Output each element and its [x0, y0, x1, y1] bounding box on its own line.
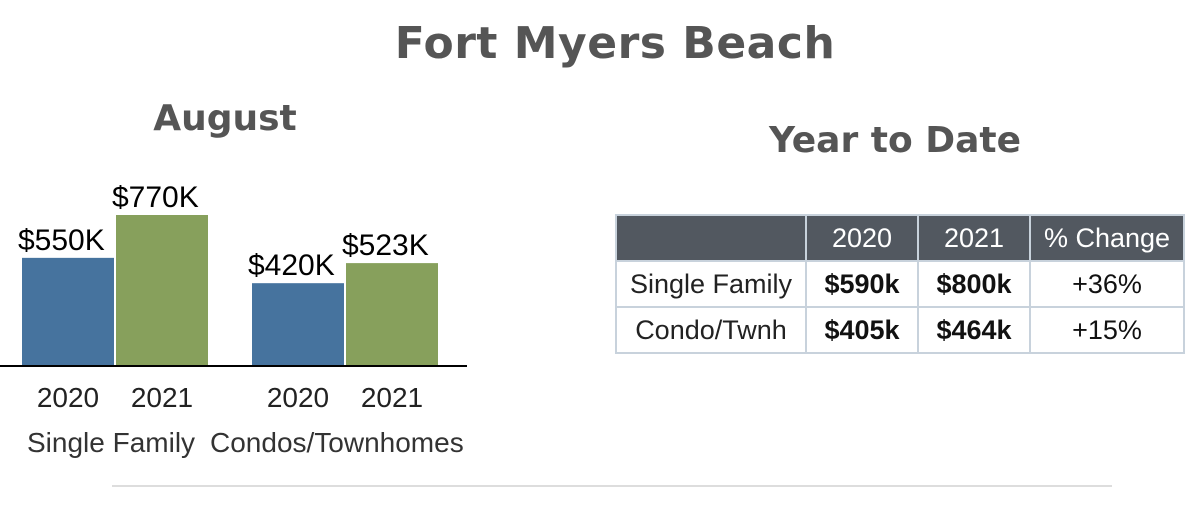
- tick-label: 2021: [361, 382, 423, 413]
- percent-change: +15%: [1029, 306, 1185, 354]
- value-2021: $800k: [917, 260, 1031, 308]
- data-label: $523K: [342, 229, 429, 262]
- bar-chart: $550K 2020 $770K 2021 $420K 2020 $523K 2021 Sing…: [0, 181, 467, 458]
- tick-label: 2020: [267, 382, 329, 413]
- table-row: Condo/Twnh $405k $464k +15%: [615, 306, 1185, 354]
- ytd-header-blank: [615, 214, 807, 262]
- ytd-header-2021: 2021: [917, 214, 1031, 262]
- bar-2020: [22, 257, 114, 365]
- ytd-header-change: % Change: [1029, 214, 1185, 262]
- divider: [112, 485, 1112, 487]
- ytd-table: 2020 2021 % Change Single Family $590k $…: [615, 214, 1185, 354]
- tick-label: 2021: [131, 382, 193, 413]
- bar-2021: [346, 263, 438, 365]
- ytd-header-row: 2020 2021 % Change: [615, 214, 1185, 262]
- value-2021: $464k: [917, 306, 1031, 354]
- data-label: $420K: [248, 249, 335, 282]
- row-label: Condo/Twnh: [615, 306, 807, 354]
- value-2020: $405k: [805, 306, 919, 354]
- month-chart-title: August: [153, 98, 297, 139]
- group-label: Condos/Townhomes: [210, 427, 464, 458]
- percent-change: +36%: [1029, 260, 1185, 308]
- ytd-header-2020: 2020: [805, 214, 919, 262]
- tick-label: 2020: [37, 382, 99, 413]
- ytd-title: Year to Date: [768, 120, 1022, 161]
- group-label: Single Family: [27, 427, 195, 458]
- data-label: $550K: [18, 224, 105, 257]
- page-title: Fort Myers Beach: [394, 18, 836, 69]
- row-label: Single Family: [615, 260, 807, 308]
- value-2020: $590k: [805, 260, 919, 308]
- bar-2020: [252, 283, 344, 365]
- data-label: $770K: [112, 181, 199, 214]
- bar-2021: [116, 215, 208, 365]
- table-row: Single Family $590k $800k +36%: [615, 260, 1185, 308]
